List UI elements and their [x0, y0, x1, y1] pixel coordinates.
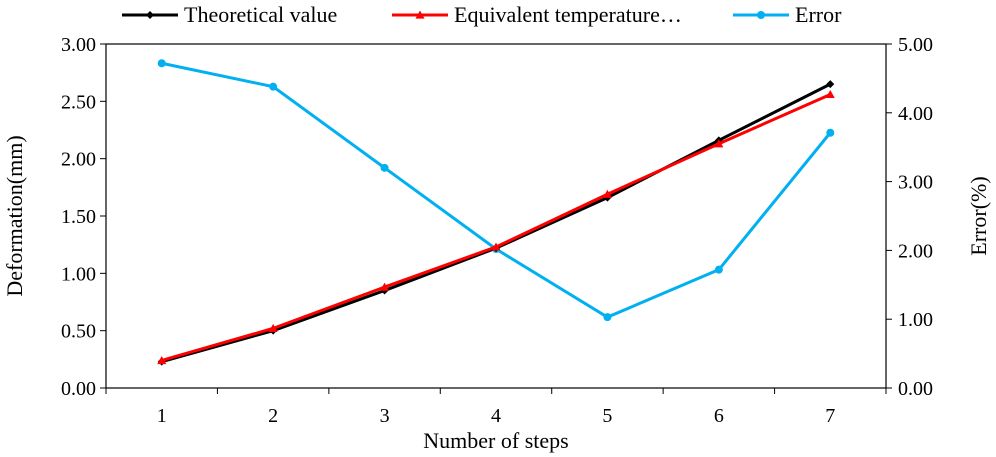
left-tick-label: 2.00 — [61, 149, 96, 171]
series-0 — [157, 80, 835, 366]
right-axis-title: Error(%) — [966, 176, 991, 255]
legend-item: Error — [733, 2, 842, 27]
x-axis-title: Number of steps — [423, 428, 568, 453]
x-tick-label: 7 — [825, 405, 835, 427]
legend-label: Equivalent temperature… — [454, 2, 682, 27]
right-tick-label: 2.00 — [898, 240, 933, 262]
series-2 — [157, 59, 835, 322]
data-point — [602, 189, 612, 198]
right-tick-label: 4.00 — [898, 103, 933, 125]
data-point — [491, 242, 501, 251]
left-tick-label: 3.00 — [61, 34, 96, 56]
left-axis: 0.00 0.50 1.00 1.50 2.00 2.50 3.00 — [61, 34, 106, 400]
data-point — [380, 163, 389, 172]
plot-area-frame — [105, 43, 887, 389]
left-tick-label: 1.00 — [61, 263, 96, 285]
legend-swatch-marker — [146, 11, 154, 19]
right-tick-label: 0.00 — [898, 378, 933, 400]
data-point — [380, 282, 390, 291]
series-line — [161, 82, 831, 364]
legend-label: Theoretical value — [184, 2, 337, 27]
data-point — [826, 80, 835, 89]
x-tick-label: 4 — [491, 405, 501, 427]
x-tick-label: 3 — [380, 405, 390, 427]
right-tick-label: 1.00 — [898, 309, 933, 331]
x-axis: 1 2 3 4 5 6 7 — [105, 388, 887, 427]
legend-item: Equivalent temperature… — [392, 2, 682, 27]
legend-label: Error — [795, 2, 842, 27]
left-tick-label: 2.50 — [61, 91, 96, 113]
right-tick-label: 3.00 — [898, 172, 933, 194]
x-tick-label: 1 — [157, 405, 167, 427]
legend: Theoretical value Equivalent temperature…… — [122, 2, 842, 27]
series-1 — [157, 89, 835, 365]
data-point — [269, 82, 278, 91]
series-layer — [157, 59, 835, 366]
left-tick-label: 1.50 — [61, 206, 96, 228]
data-point — [825, 89, 835, 99]
x-tick-label: 2 — [268, 405, 278, 427]
right-tick-label: 5.00 — [898, 34, 933, 56]
series-line — [161, 61, 832, 319]
data-point — [714, 265, 723, 274]
data-point — [714, 139, 724, 148]
legend-item: Theoretical value — [122, 2, 337, 27]
data-point — [157, 355, 167, 365]
left-tick-label: 0.00 — [61, 378, 96, 400]
left-tick-label: 0.50 — [61, 321, 96, 343]
data-point — [826, 128, 835, 137]
x-tick-label: 5 — [602, 405, 612, 427]
left-axis-title: Deformation(mm) — [2, 135, 27, 296]
data-point — [268, 323, 278, 332]
x-tick-label: 6 — [714, 405, 724, 427]
right-axis: 0.00 1.00 2.00 3.00 4.00 5.00 — [886, 34, 933, 400]
data-point — [157, 59, 166, 68]
legend-swatch-marker — [757, 11, 765, 19]
legend-swatch-marker — [415, 10, 425, 19]
data-point — [603, 313, 612, 322]
